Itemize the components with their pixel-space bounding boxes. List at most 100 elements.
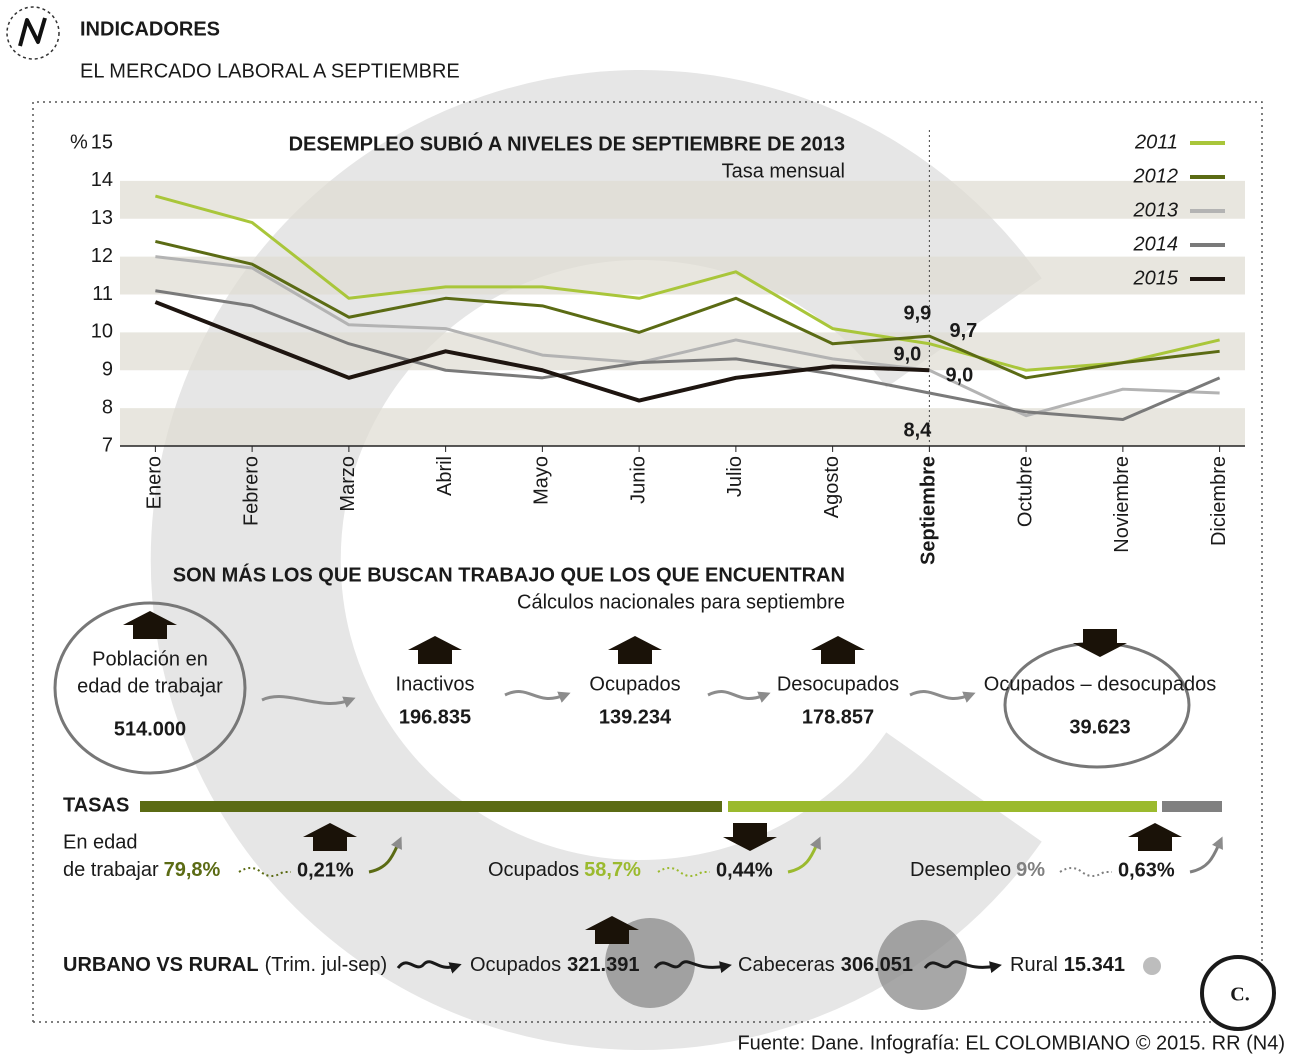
series-line: [155, 240, 1220, 380]
urban-title: URBANO VS RURAL: [63, 954, 259, 976]
urban-value: 321.391: [567, 954, 639, 976]
x-tick-label: Mayo: [531, 456, 553, 505]
rate-label: de trabajar: [63, 859, 159, 881]
legend-label: 2014: [1133, 233, 1179, 255]
series-line: [155, 289, 1221, 421]
flow-subtitle: Cálculos nacionales para septiembre: [517, 591, 845, 613]
flow-label: edad de trabajar: [77, 675, 223, 697]
flow-arrow: [504, 690, 571, 703]
y-tick-label: 14: [91, 169, 113, 191]
trend-icon: [811, 636, 865, 664]
highlight-ring: [1003, 641, 1191, 769]
rate-label: En edad: [63, 831, 138, 853]
flow-label: Inactivos: [396, 673, 475, 695]
urban-arrow: [396, 960, 462, 974]
trend-icon: [303, 823, 357, 851]
urban-item: Ocupados 321.391: [470, 954, 639, 976]
section-label: INDICADORES: [80, 18, 220, 40]
series-line: [155, 255, 1220, 418]
rate-change: 0,44%: [716, 859, 773, 881]
y-tick-label: 8: [102, 396, 113, 418]
x-tick-label: Noviembre: [1111, 456, 1133, 553]
trend-icon: [1128, 823, 1182, 851]
flow-label: Ocupados: [589, 673, 680, 695]
value-label: 9,7: [949, 320, 977, 342]
flow-label: Desocupados: [777, 673, 899, 695]
rate-bar: [140, 801, 722, 812]
bubble: [1143, 957, 1161, 975]
x-tick-label: Octubre: [1014, 456, 1036, 527]
rate-arrow: [368, 836, 402, 874]
frame: [32, 101, 1263, 1023]
brand-ring: [1200, 955, 1276, 1031]
flow-arrow: [909, 690, 976, 703]
urban-note: (Trim. jul-sep): [265, 954, 388, 976]
y-axis-label: %: [70, 131, 88, 153]
legend-label: 2015: [1133, 267, 1179, 289]
y-tick-label: 11: [92, 283, 113, 305]
x-tick-label: Septiembre: [918, 456, 940, 565]
page-title: EL MERCADO LABORAL A SEPTIEMBRE: [80, 60, 460, 82]
y-tick-label: 12: [91, 245, 113, 267]
flow-label: Población en: [92, 648, 208, 670]
x-tick-label: Agosto: [821, 456, 843, 518]
grid-band: [120, 256, 1245, 295]
grid-band: [120, 408, 1245, 446]
rate-label: Ocupados: [488, 859, 579, 881]
x-tick-label: Marzo: [337, 456, 359, 512]
rate-value: 58,7%: [584, 859, 641, 881]
flow-title: SON MÁS LOS QUE BUSCAN TRABAJO QUE LOS Q…: [173, 563, 845, 586]
urban-item: Cabeceras 306.051: [738, 954, 913, 976]
urban-item: Rural 15.341: [1010, 954, 1125, 976]
rate-arrow: [1189, 836, 1223, 874]
rate-value: 9%: [1016, 859, 1045, 881]
urban-label: Ocupados: [470, 954, 561, 976]
y-tick-label: 10: [91, 321, 113, 343]
value-label: 9,0: [945, 365, 973, 387]
urban-heading: URBANO VS RURAL (Trim. jul-sep): [63, 954, 387, 976]
x-tick-label: Febrero: [240, 456, 262, 526]
urban-label: Cabeceras: [738, 954, 835, 976]
flow-value: 514.000: [114, 718, 186, 740]
rate-connector: [1059, 867, 1112, 877]
logo-ring: [6, 6, 60, 60]
series-line: [154, 194, 1220, 372]
rate-value: 79,8%: [164, 859, 221, 881]
x-tick-label: Abril: [434, 456, 456, 496]
rate-change: 0,63%: [1118, 859, 1175, 881]
chart-title: DESEMPLEO SUBIÓ A NIVELES DE SEPTIEMBRE …: [289, 131, 845, 155]
flow-value: 139.234: [599, 706, 672, 728]
bubble: [877, 920, 967, 1010]
urban-value: 306.051: [841, 954, 913, 976]
flow-value: 196.835: [399, 706, 471, 728]
urban-arrow: [653, 960, 732, 974]
y-tick-label: 9: [102, 359, 113, 381]
value-label: 8,4: [903, 419, 932, 441]
urban-value: 15.341: [1064, 954, 1125, 976]
rate-bar: [728, 801, 1157, 812]
flow-label: Ocupados – desocupados: [984, 673, 1216, 695]
flow-value: 39.623: [1069, 716, 1130, 738]
y-tick-label: 7: [102, 434, 113, 456]
rate-label: Desempleo: [910, 859, 1011, 881]
grid-band: [120, 180, 1245, 219]
flow-arrow: [707, 690, 771, 703]
x-tick-label: Julio: [724, 456, 746, 497]
x-tick-label: Enero: [144, 456, 166, 509]
urban-arrow: [923, 960, 1002, 974]
urban-label: Rural: [1010, 954, 1058, 976]
trend-icon: [608, 636, 662, 664]
value-label: 9,0: [893, 344, 921, 366]
y-tick-label: 13: [91, 207, 113, 229]
chart-subtitle: Tasa mensual: [722, 160, 845, 182]
rate-change: 0,21%: [297, 859, 354, 881]
x-tick-label: Diciembre: [1208, 456, 1230, 546]
rate-bar: [1162, 801, 1222, 812]
content: INDICADORES EL MERCADO LABORAL A SEPTIEMB…: [53, 18, 1285, 1054]
value-label: 9,9: [903, 302, 931, 324]
logo-mark: [18, 17, 47, 47]
trend-icon: [408, 636, 462, 664]
footer: Fuente: Dane. Infografía: EL COLOMBIANO …: [737, 1032, 1285, 1054]
rate-line: Ocupados 58,7%: [488, 859, 641, 881]
